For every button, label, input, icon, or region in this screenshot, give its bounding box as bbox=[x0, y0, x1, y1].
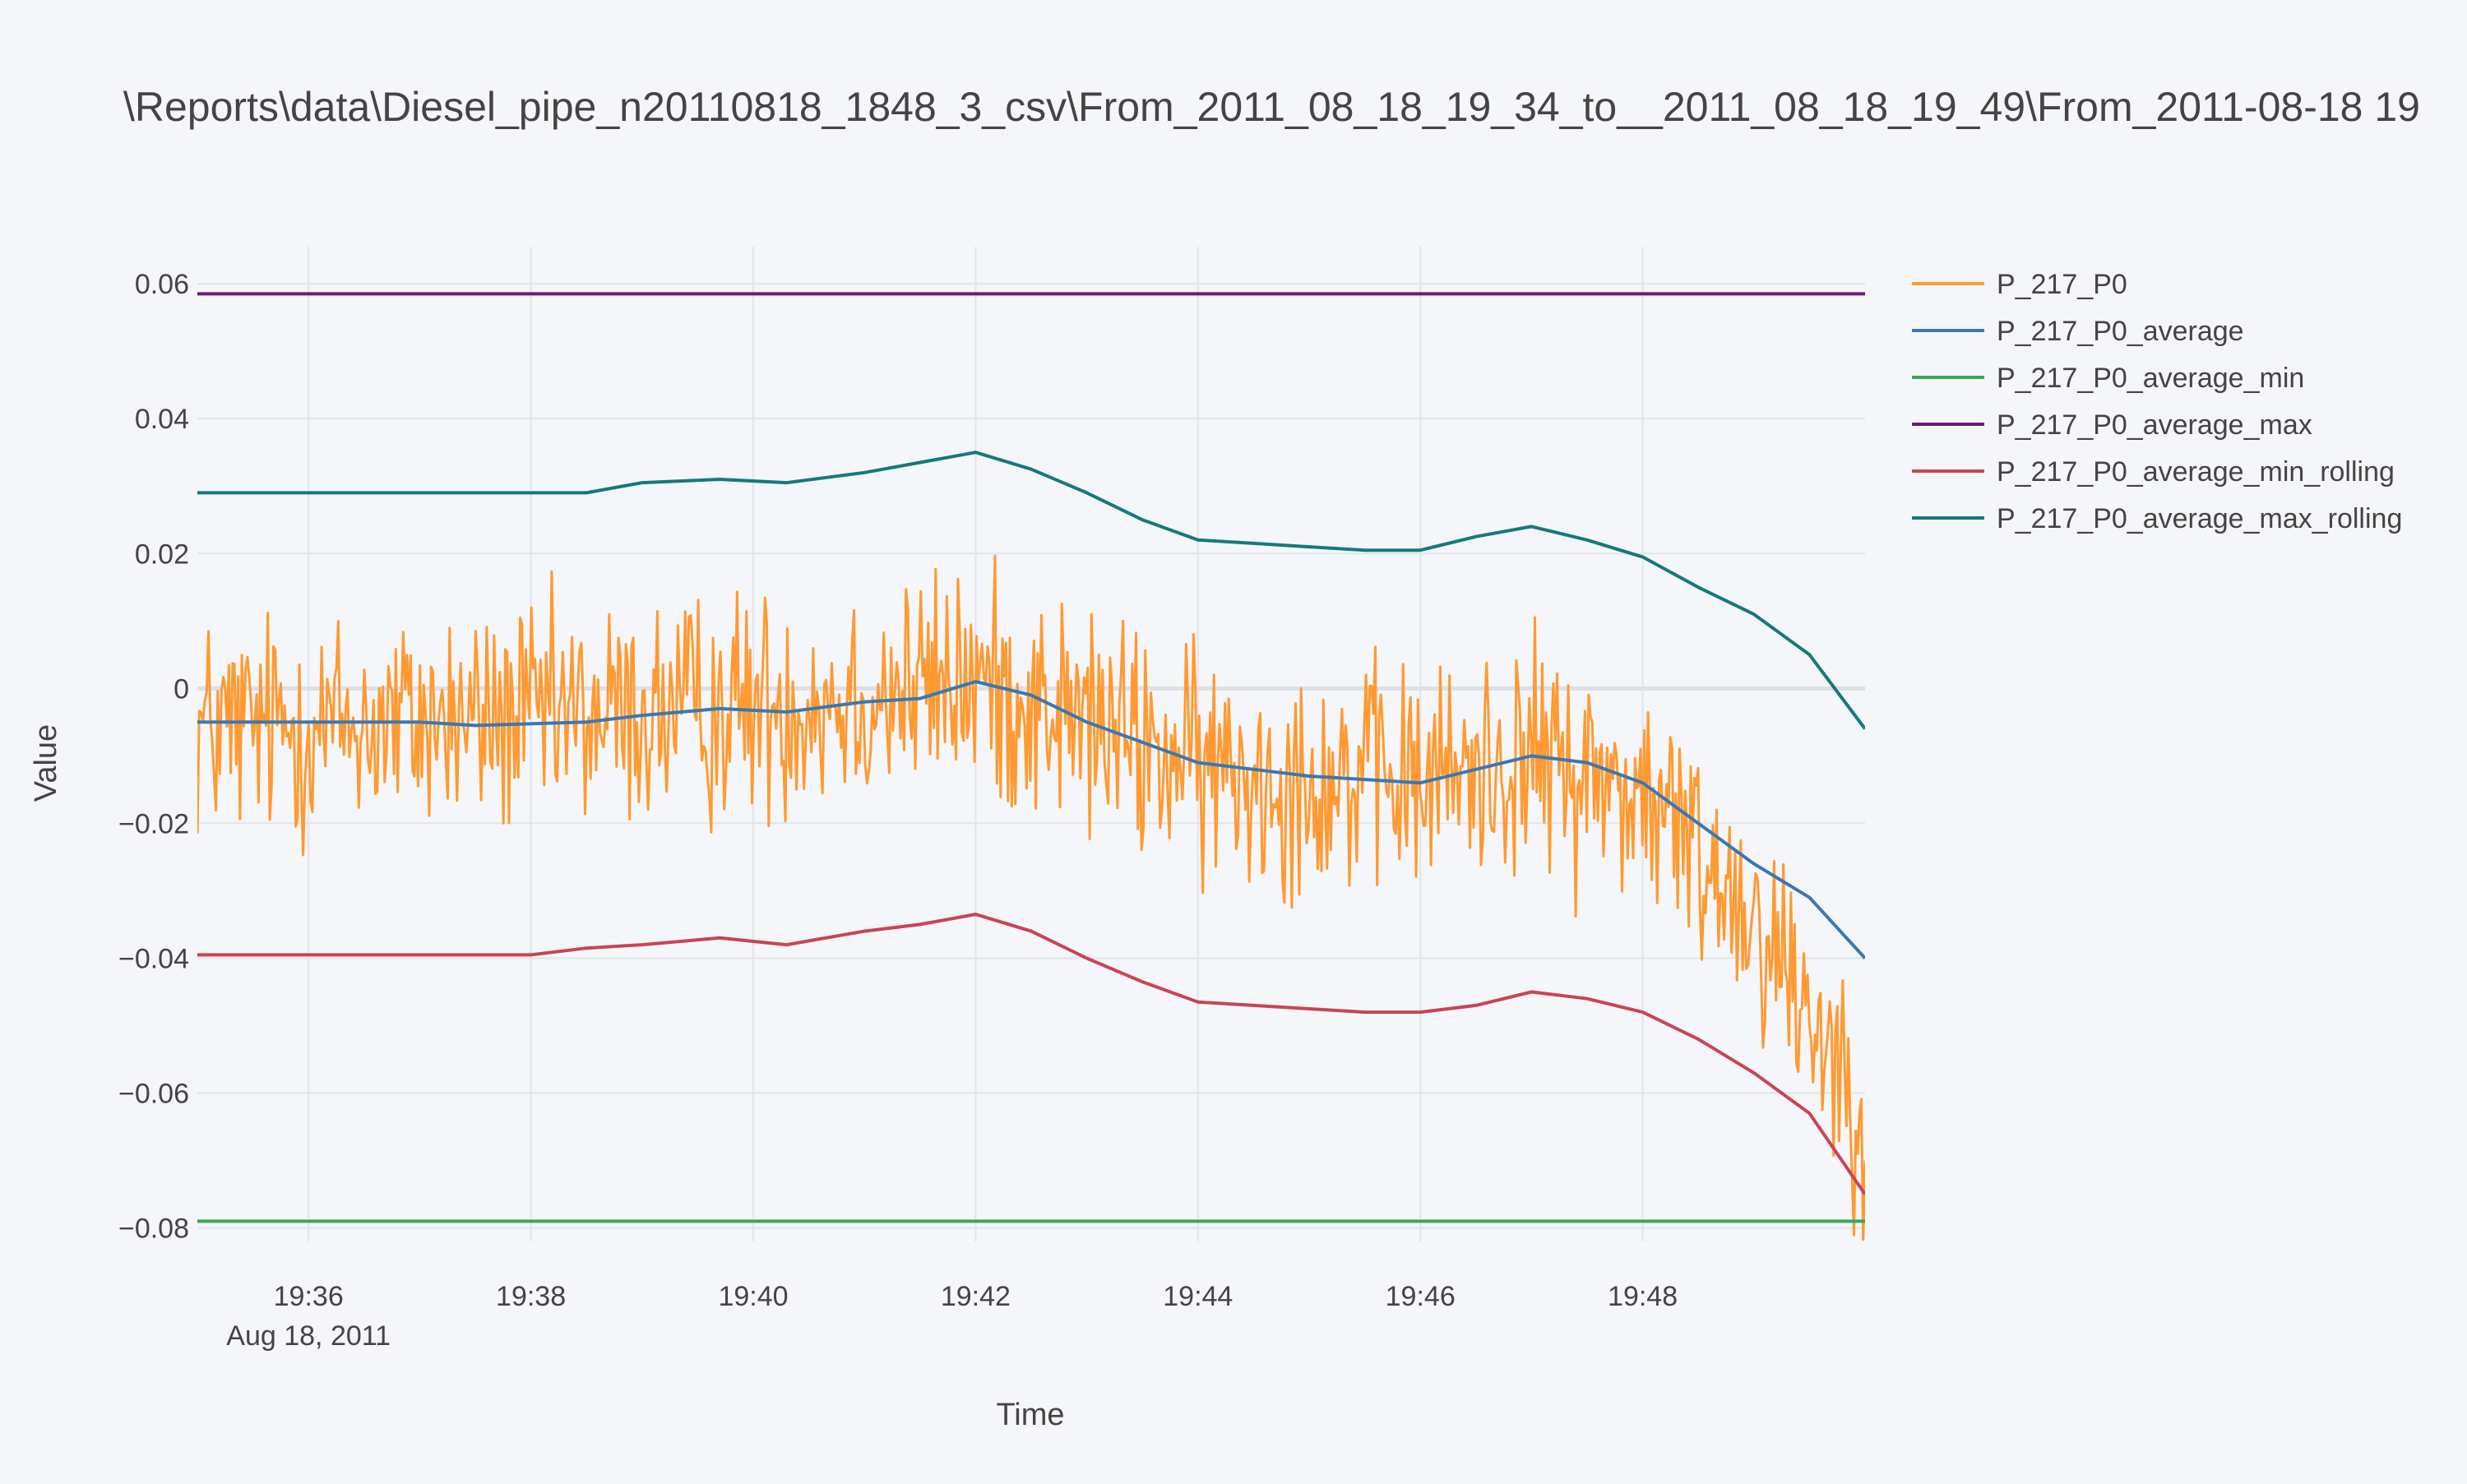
legend-label: P_217_P0_average bbox=[1997, 316, 2244, 347]
x-axis-title: Time bbox=[996, 1398, 1064, 1432]
series-line-p-217-p0-average-min-rolling bbox=[197, 913, 1865, 1195]
legend-label: P_217_P0_average_max_rolling bbox=[1997, 503, 2402, 534]
legend-label: P_217_P0_average_max bbox=[1997, 409, 2312, 441]
x-tick-label: 19:48 bbox=[1608, 1281, 1678, 1312]
series-line-p-217-p0-average bbox=[197, 680, 1865, 959]
y-tick-label: 0.06 bbox=[135, 269, 189, 300]
series-line-p-217-p0 bbox=[197, 554, 1865, 1241]
y-tick-label: −0.08 bbox=[118, 1214, 189, 1245]
y-tick-label: −0.04 bbox=[118, 943, 189, 974]
x-tick-sublabel: Aug 18, 2011 bbox=[226, 1320, 391, 1352]
y-tick-label: 0.02 bbox=[135, 539, 189, 570]
x-tick-label: 19:42 bbox=[941, 1281, 1011, 1312]
y-tick-label: 0 bbox=[174, 673, 189, 705]
x-tick-label: 19:36 bbox=[274, 1281, 344, 1312]
y-axis-title: Value bbox=[29, 724, 63, 802]
legend-item[interactable]: P_217_P0_average_max bbox=[1912, 409, 2312, 441]
chart-title: \Reports\data\Diesel_pipe_n20110818_1848… bbox=[123, 84, 2420, 130]
legend[interactable]: P_217_P0 P_217_P0_average P_217_P0_average… bbox=[1912, 269, 2402, 534]
y-tick-label: −0.06 bbox=[118, 1079, 189, 1110]
x-tick-label: 19:46 bbox=[1386, 1281, 1456, 1312]
y-tick-label: 0.04 bbox=[135, 404, 189, 435]
x-tick-label: 19:44 bbox=[1163, 1281, 1233, 1312]
x-tick-label: 19:38 bbox=[496, 1281, 566, 1312]
series-line-p-217-p0-average-max-rolling bbox=[197, 451, 1865, 730]
legend-label: P_217_P0 bbox=[1997, 269, 2127, 300]
tick-layer: 19:36 Aug 18, 2011 19:38 19:40 19:42 19:44 19:… bbox=[118, 269, 1678, 1352]
y-tick-label: −0.02 bbox=[118, 808, 189, 839]
series-layer bbox=[197, 292, 1865, 1241]
legend-item[interactable]: P_217_P0 bbox=[1912, 269, 2127, 300]
legend-item[interactable]: P_217_P0_average_min bbox=[1912, 363, 2304, 394]
legend-item[interactable]: P_217_P0_average_max_rolling bbox=[1912, 503, 2402, 534]
legend-label: P_217_P0_average_min bbox=[1997, 363, 2304, 394]
legend-item[interactable]: P_217_P0_average bbox=[1912, 316, 2244, 347]
x-tick-label: 19:40 bbox=[718, 1281, 788, 1312]
legend-item[interactable]: P_217_P0_average_min_rolling bbox=[1912, 456, 2395, 488]
legend-label: P_217_P0_average_min_rolling bbox=[1997, 456, 2395, 488]
